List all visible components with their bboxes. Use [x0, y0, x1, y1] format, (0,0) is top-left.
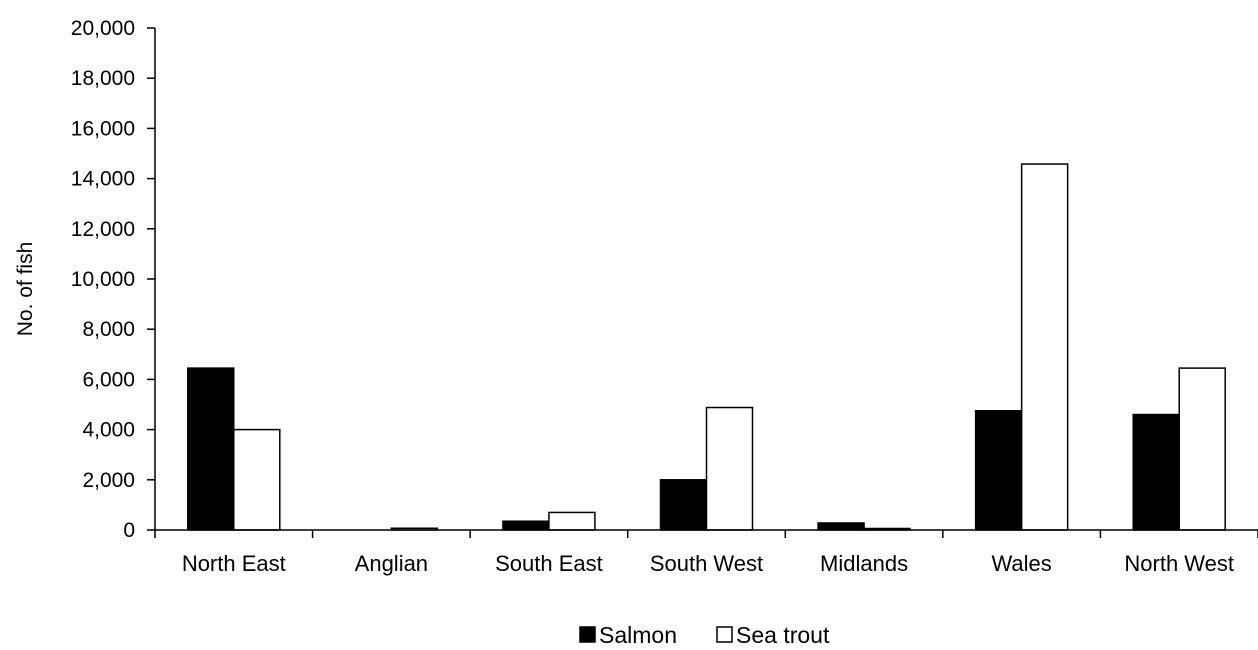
bar-sea-trout: [705, 406, 754, 531]
y-tick-label: 8,000: [82, 318, 135, 341]
y-tick-label: 14,000: [71, 168, 135, 191]
legend: Salmon Sea trout: [579, 622, 830, 648]
bar-salmon: [974, 410, 1023, 531]
bar-salmon: [187, 367, 235, 531]
y-tick-label: 16,000: [71, 117, 135, 140]
y-tick-label: 0: [123, 519, 135, 542]
bar-sea-trout: [1020, 163, 1069, 531]
y-axis-title: No. of fish: [14, 242, 37, 337]
legend-label: Salmon: [599, 622, 677, 648]
y-tick-label: 18,000: [71, 67, 135, 90]
y-tick-label: 12,000: [71, 218, 135, 241]
bar-sea-trout: [1178, 367, 1226, 531]
bar-series: [187, 163, 1226, 531]
x-tick-label: North West: [1124, 551, 1234, 576]
x-tick-label: Wales: [991, 551, 1051, 576]
x-axis-ticks: North East Anglian South East South West Mid…: [154, 530, 1258, 576]
bar-sea-trout: [233, 428, 281, 531]
x-tick-label: South West: [650, 551, 763, 576]
bar-salmon: [502, 520, 550, 531]
y-tick-label: 4,000: [82, 419, 135, 442]
x-tick-label: Midlands: [820, 551, 908, 576]
legend-swatch-sea-trout: [716, 626, 733, 643]
y-tick-label: 20,000: [71, 17, 135, 40]
legend-swatch-salmon: [579, 626, 596, 643]
y-tick-label: 10,000: [71, 268, 135, 291]
y-tick-label: 2,000: [82, 469, 135, 492]
x-tick-label: South East: [495, 551, 603, 576]
bar-salmon: [1132, 413, 1180, 531]
y-tick-label: 6,000: [82, 368, 135, 391]
x-tick-label: North East: [182, 551, 286, 576]
x-tick-label: Anglian: [355, 551, 428, 576]
bar-sea-trout: [548, 511, 596, 531]
bar-salmon: [817, 522, 865, 531]
bar-salmon: [659, 479, 708, 531]
y-axis-ticks: 0 2,000 4,000 6,000 8,000 10,000 12,000 14,000 1…: [71, 17, 155, 542]
legend-label: Sea trout: [736, 622, 830, 648]
